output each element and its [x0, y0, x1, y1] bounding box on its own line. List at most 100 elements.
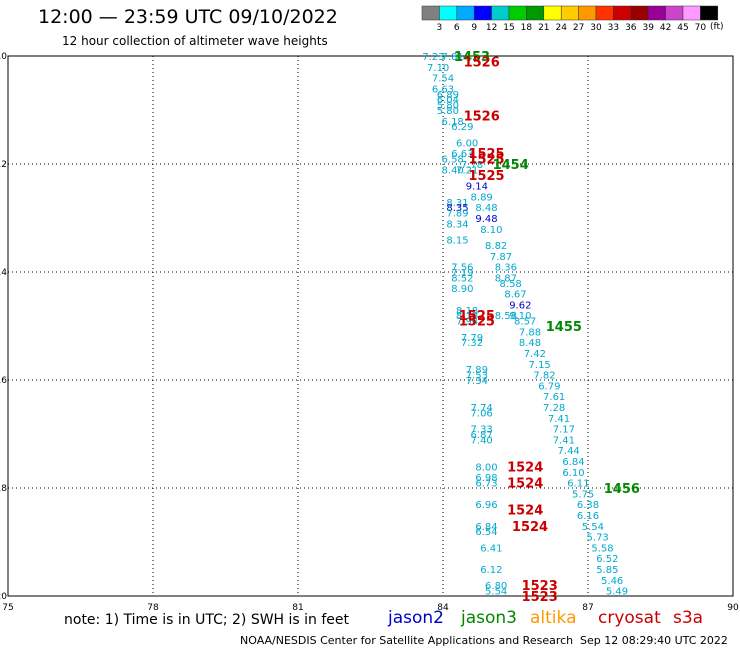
- pass-time-label: 1525: [468, 169, 504, 184]
- wave-height-label: 5.49: [606, 587, 628, 598]
- color-scale-label: 18: [521, 23, 533, 33]
- wave-height-label: 6.89: [437, 90, 459, 101]
- pass-time-label: 1456: [604, 482, 640, 497]
- wave-height-label: 8.36: [495, 263, 517, 274]
- wave-height-label: 7.42: [524, 349, 546, 360]
- wave-height-label: 8.31: [446, 198, 468, 209]
- satellite-label-cryosat: cryosat: [598, 608, 661, 628]
- wave-height-label: 8.82: [485, 241, 507, 252]
- color-scale-swatch: [543, 5, 562, 21]
- wave-height-label: 5.58: [591, 543, 613, 554]
- pass-time-label: 1525: [468, 153, 504, 168]
- wave-height-label: 8.35: [446, 203, 468, 214]
- wave-height-label: 7.34: [466, 376, 488, 387]
- wave-height-label: 8.67: [504, 290, 526, 301]
- color-scale-swatch: [682, 5, 701, 21]
- color-scale-swatch: [613, 5, 632, 21]
- satellite-label-altika: altika: [530, 608, 577, 628]
- wave-height-label: 8.48: [519, 338, 541, 349]
- footer-timestamp: Sep 12 08:29:40 UTC 2022: [580, 634, 728, 647]
- wave-height-label: 6.00: [456, 138, 478, 149]
- wave-height-label: 6.87: [471, 430, 493, 441]
- wave-height-label: 5.75: [572, 489, 594, 500]
- wave-height-label: 6.16: [577, 511, 599, 522]
- color-scale-swatch: [700, 5, 719, 21]
- wave-height-label: 7.78: [461, 160, 483, 171]
- wave-height-label: 6.38: [577, 500, 599, 511]
- wave-height-label: 7.40: [471, 435, 493, 446]
- pass-time-label: 1524: [507, 504, 543, 519]
- satellite-label-jason2: jason2: [388, 608, 444, 628]
- wave-height-label: 6.84: [475, 522, 497, 533]
- wave-height-label: 6.98: [475, 473, 497, 484]
- wave-height-label: 6.29: [451, 122, 473, 133]
- wave-height-label: 6.96: [475, 500, 497, 511]
- wave-height-label: 6.12: [480, 565, 502, 576]
- wave-height-label: 7.41: [548, 414, 570, 425]
- pass-time-label: 1525: [459, 309, 495, 324]
- color-scale-label: 21: [538, 23, 549, 33]
- wave-height-label: 7.94: [456, 317, 478, 328]
- color-scale-swatch: [508, 5, 527, 21]
- color-scale-swatch: [421, 5, 440, 21]
- wave-height-label: 7.32: [461, 338, 483, 349]
- wave-height-label: 7.88: [519, 327, 541, 338]
- wave-height-label: 8.89: [471, 192, 493, 203]
- pass-time-label: 1455: [546, 320, 582, 335]
- wave-height-label: 7.15: [529, 360, 551, 371]
- wave-height-label: 7.28: [543, 403, 565, 414]
- wave-height-label: 8.34: [446, 219, 468, 230]
- pass-time-label: 1524: [507, 477, 543, 492]
- wave-height-label: 8.58: [500, 279, 522, 290]
- color-scale-swatch: [560, 5, 579, 21]
- x-tick-label: 90: [727, 603, 739, 613]
- color-scale-label: 39: [642, 23, 654, 33]
- wave-height-label: 5.54: [485, 587, 507, 598]
- color-scale-swatch: [595, 5, 614, 21]
- wave-height-label: 7.87: [490, 252, 512, 263]
- wave-height-label: 6.63: [432, 84, 454, 95]
- wave-height-label: 7.82: [533, 371, 555, 382]
- wave-height-label: 6.79: [538, 381, 560, 392]
- color-scale-label: 45: [677, 23, 688, 33]
- wave-height-label: 8.15: [446, 236, 468, 247]
- wave-height-label: 7.81: [442, 52, 464, 63]
- color-scale-label: 3: [437, 23, 443, 33]
- chart-subtitle: 12 hour collection of altimeter wave hei…: [62, 34, 328, 48]
- wave-height-label: 7.21: [456, 165, 478, 176]
- wave-height-label: 6.58: [442, 155, 464, 166]
- wave-height-label: 8.18: [456, 311, 478, 322]
- y-tick-label: -10: [0, 52, 7, 62]
- wave-height-label: 6.52: [596, 554, 618, 565]
- wave-height-label: 5.80: [437, 101, 459, 112]
- footer-credit: NOAA/NESDIS Center for Satellite Applica…: [240, 634, 574, 647]
- wave-height-label: 7.10: [427, 63, 449, 74]
- wave-height-label: 8.57: [514, 317, 536, 328]
- color-scale-label: 42: [660, 23, 671, 33]
- wave-height-label: 6.84: [562, 457, 584, 468]
- pass-time-label: 1525: [459, 315, 495, 330]
- wave-height-label: 8.18: [456, 306, 478, 317]
- x-tick-label: 87: [582, 603, 593, 613]
- color-scale-swatch: [578, 5, 597, 21]
- pass-time-label: 1524: [512, 520, 548, 535]
- wave-height-label: 9.14: [466, 182, 488, 193]
- pass-time-label: 1523: [522, 590, 558, 605]
- wave-height-label: 7.06: [471, 408, 493, 419]
- color-scale-label: 70: [695, 23, 707, 33]
- wave-height-label: 8.00: [475, 462, 497, 473]
- x-tick-label: 78: [147, 603, 159, 613]
- x-tick-label: 81: [292, 603, 303, 613]
- wave-height-label: 7.79: [461, 333, 483, 344]
- color-scale-swatch: [491, 5, 510, 21]
- wave-height-label: 8.52: [451, 273, 473, 284]
- color-scale-label: 9: [471, 23, 477, 33]
- color-scale-label: 27: [573, 23, 584, 33]
- wave-height-label: 7.17: [553, 425, 575, 436]
- color-scale-swatch: [473, 5, 492, 21]
- color-scale-label: 15: [503, 23, 514, 33]
- wave-height-label: 7.33: [471, 425, 493, 436]
- wave-height-label: 6.54: [475, 527, 497, 538]
- color-scale-swatch: [439, 5, 458, 21]
